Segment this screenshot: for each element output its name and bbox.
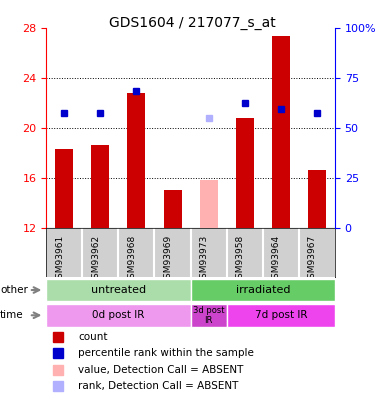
Text: count: count bbox=[78, 333, 107, 342]
Text: GSM93973: GSM93973 bbox=[199, 235, 209, 284]
Text: untreated: untreated bbox=[91, 285, 146, 295]
Bar bbox=[236, 118, 254, 228]
Text: percentile rank within the sample: percentile rank within the sample bbox=[78, 348, 254, 358]
FancyBboxPatch shape bbox=[191, 304, 227, 326]
FancyBboxPatch shape bbox=[191, 279, 335, 301]
Text: rank, Detection Call = ABSENT: rank, Detection Call = ABSENT bbox=[78, 381, 238, 390]
Bar bbox=[127, 93, 146, 228]
FancyBboxPatch shape bbox=[227, 304, 335, 326]
Text: GSM93962: GSM93962 bbox=[91, 235, 100, 284]
Text: GSM93964: GSM93964 bbox=[272, 235, 281, 284]
Text: irradiated: irradiated bbox=[236, 285, 290, 295]
Text: 0d post IR: 0d post IR bbox=[92, 310, 145, 320]
Text: GSM93967: GSM93967 bbox=[308, 235, 317, 284]
Text: 7d post IR: 7d post IR bbox=[254, 310, 307, 320]
Text: value, Detection Call = ABSENT: value, Detection Call = ABSENT bbox=[78, 364, 243, 375]
Text: GSM93961: GSM93961 bbox=[55, 235, 64, 284]
Bar bbox=[308, 171, 326, 228]
Text: GSM93958: GSM93958 bbox=[236, 235, 245, 284]
Bar bbox=[91, 145, 109, 228]
Bar bbox=[272, 36, 290, 228]
Bar bbox=[199, 180, 218, 228]
FancyBboxPatch shape bbox=[46, 279, 191, 301]
Bar bbox=[164, 190, 182, 228]
Text: GDS1604 / 217077_s_at: GDS1604 / 217077_s_at bbox=[109, 16, 276, 30]
Bar bbox=[55, 149, 73, 228]
Text: GSM93968: GSM93968 bbox=[127, 235, 136, 284]
Text: other: other bbox=[0, 285, 28, 295]
Text: GSM93969: GSM93969 bbox=[164, 235, 172, 284]
Text: time: time bbox=[0, 310, 23, 320]
Text: 3d post
IR: 3d post IR bbox=[193, 305, 224, 325]
FancyBboxPatch shape bbox=[46, 304, 191, 326]
